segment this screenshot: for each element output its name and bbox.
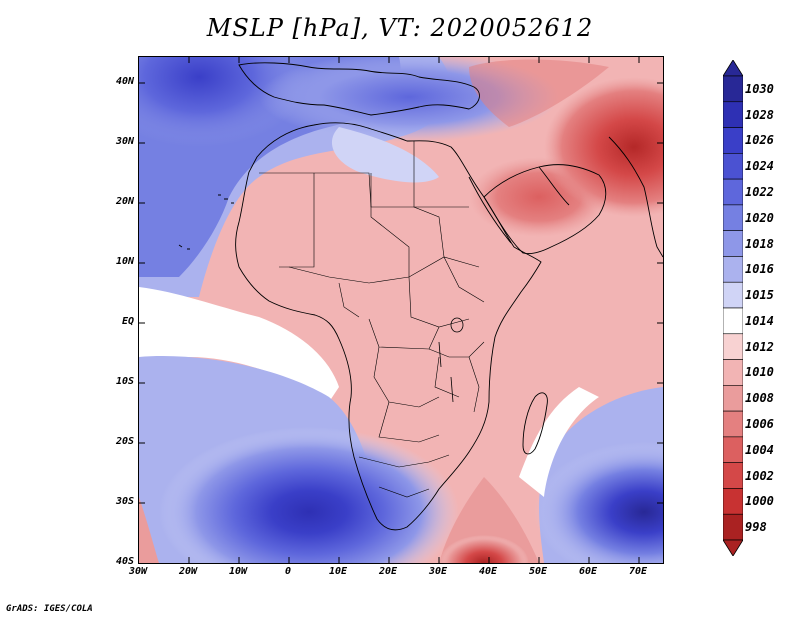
lat-label-40s: 40S bbox=[115, 556, 134, 567]
africa-coastline bbox=[235, 122, 542, 531]
colorbar-label-1018: 1018 bbox=[745, 236, 774, 251]
mozambique-band bbox=[519, 387, 599, 497]
lat-label-10n: 10N bbox=[115, 256, 134, 267]
colorbar-label-1014: 1014 bbox=[745, 313, 774, 328]
lon-label-30w: 30W bbox=[128, 566, 148, 577]
colorbar-segment-1024 bbox=[723, 153, 743, 180]
mascarene-high bbox=[534, 442, 663, 563]
colorbar-segment-1014 bbox=[723, 307, 743, 335]
tropical-atlantic-band bbox=[139, 287, 339, 402]
colorbar-label-1026: 1026 bbox=[745, 133, 774, 148]
lon-label-50e: 50E bbox=[528, 566, 548, 577]
colorbar-segment-1028 bbox=[723, 101, 743, 128]
lon-label-20w: 20W bbox=[178, 566, 198, 577]
colorbar-segment-1026 bbox=[723, 127, 743, 154]
colorbar-label-1015: 1015 bbox=[745, 288, 774, 303]
colorbar-segment-1000 bbox=[723, 488, 743, 515]
lon-label-60e: 60E bbox=[578, 566, 598, 577]
colorbar-label-1030: 1030 bbox=[745, 81, 774, 96]
credit-text: GrADS: IGES/COLA bbox=[6, 604, 93, 614]
europe-coastline bbox=[238, 62, 480, 116]
colorbar-segment-1020 bbox=[723, 204, 743, 231]
arabia-coastline bbox=[483, 164, 607, 255]
india-coastline bbox=[608, 136, 663, 258]
colorbar-segment-1010 bbox=[723, 359, 743, 386]
lon-label-0: 0 bbox=[284, 566, 292, 577]
colorbar-label-998: 998 bbox=[745, 520, 767, 535]
asian-heat-low bbox=[544, 77, 663, 217]
lon-label-10e: 10E bbox=[328, 566, 348, 577]
lat-label-20s: 20S bbox=[115, 436, 134, 447]
pressure-field-map bbox=[139, 57, 663, 563]
southwest-low-corner bbox=[139, 497, 159, 563]
colorbar-segment-1002 bbox=[723, 462, 743, 489]
colorbar-label-1006: 1006 bbox=[745, 417, 774, 431]
colorbar-segment-998 bbox=[723, 513, 743, 541]
colorbar-label-1024: 1024 bbox=[745, 159, 774, 174]
colorbar-segment-1018 bbox=[723, 230, 743, 257]
colorbar-label-1028: 1028 bbox=[745, 107, 774, 122]
colorbar-label-1008: 1008 bbox=[745, 391, 774, 406]
colorbar-label-1012: 1012 bbox=[745, 339, 774, 354]
colorbar-label-1016: 1016 bbox=[745, 262, 774, 277]
madagascar-coastline bbox=[522, 392, 548, 455]
great-lakes bbox=[438, 317, 464, 403]
chart-title: MSLP [hPa], VT: 2020052612 bbox=[206, 14, 594, 42]
country-borders bbox=[259, 141, 485, 498]
lon-label-70e: 70E bbox=[628, 566, 648, 577]
lat-label-20n: 20N bbox=[115, 196, 134, 207]
middle-east-low bbox=[469, 59, 609, 127]
colorbar-segment-1008 bbox=[723, 385, 743, 412]
cape-verde-islands bbox=[178, 244, 190, 250]
red-sea-coastline bbox=[468, 176, 512, 244]
colorbar-segment-1006 bbox=[723, 410, 743, 438]
lon-label-40e: 40E bbox=[478, 566, 498, 577]
southern-ocean-low bbox=[439, 535, 529, 563]
lon-label-10w: 10W bbox=[228, 566, 248, 577]
libya-ridge bbox=[331, 127, 439, 183]
colorbar-segment-1016 bbox=[723, 256, 743, 283]
colorbar-segment-1030 bbox=[723, 75, 743, 103]
colorbar-label-1022: 1022 bbox=[745, 185, 774, 199]
colorbar-label-1020: 1020 bbox=[745, 210, 774, 225]
south-atlantic-high bbox=[159, 427, 459, 563]
colorbar-segment-1022 bbox=[723, 178, 743, 206]
persian-gulf-coastline bbox=[538, 166, 570, 206]
colorbar-segment-1004 bbox=[723, 436, 743, 463]
lat-label-40n: 40N bbox=[115, 76, 134, 87]
lat-label-eq: EQ bbox=[121, 316, 134, 327]
coastlines bbox=[178, 62, 663, 531]
colorbar bbox=[723, 60, 743, 556]
colorbar-segment-1012 bbox=[723, 333, 743, 360]
colorbar-label-1004: 1004 bbox=[745, 442, 774, 457]
lat-label-30s: 30S bbox=[115, 496, 134, 507]
canary-islands bbox=[218, 194, 234, 204]
colorbar-bottom-arrow bbox=[723, 539, 743, 556]
lon-label-20e: 20E bbox=[378, 566, 398, 577]
azores-high bbox=[139, 57, 309, 147]
colorbar-segment-1015 bbox=[723, 281, 743, 309]
map-panel bbox=[138, 56, 664, 564]
frame-ticks bbox=[139, 57, 663, 563]
lon-label-30e: 30E bbox=[428, 566, 448, 577]
colorbar-top-arrow bbox=[723, 60, 743, 77]
colorbar-label-1010: 1010 bbox=[745, 365, 774, 380]
colorbar-label-1000: 1000 bbox=[745, 494, 774, 509]
colorbar-label-1002: 1002 bbox=[745, 468, 774, 483]
lat-label-30n: 30N bbox=[115, 136, 134, 147]
lat-label-10s: 10S bbox=[115, 376, 134, 387]
